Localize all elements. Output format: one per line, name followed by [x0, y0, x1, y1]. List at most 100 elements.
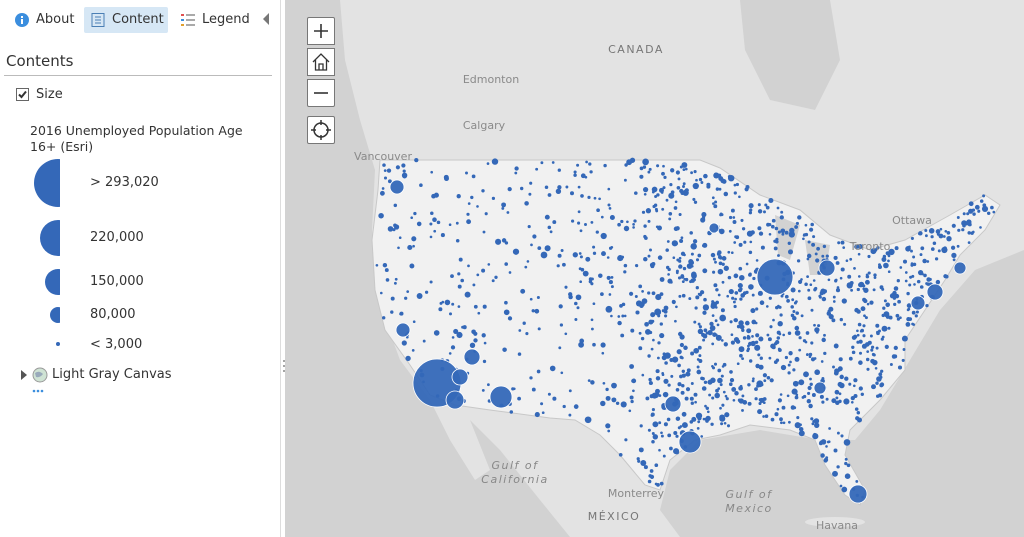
- county-dot[interactable]: [648, 377, 652, 382]
- county-dot[interactable]: [982, 203, 987, 208]
- county-dot[interactable]: [848, 356, 853, 361]
- county-dot[interactable]: [711, 196, 715, 200]
- county-dot[interactable]: [680, 390, 685, 395]
- county-dot[interactable]: [647, 291, 651, 295]
- county-dot[interactable]: [928, 228, 935, 234]
- county-dot[interactable]: [675, 434, 679, 438]
- county-dot[interactable]: [720, 422, 724, 426]
- map[interactable]: CANADA Edmonton Calgary Vancouver Ottawa…: [285, 0, 1024, 537]
- county-dot[interactable]: [904, 271, 908, 274]
- county-dot[interactable]: [758, 364, 764, 370]
- county-dot[interactable]: [694, 400, 697, 404]
- city-circle[interactable]: [395, 322, 411, 338]
- county-dot[interactable]: [952, 258, 956, 262]
- county-dot[interactable]: [647, 170, 651, 174]
- county-dot[interactable]: [605, 387, 609, 392]
- county-dot[interactable]: [821, 400, 825, 404]
- county-dot[interactable]: [821, 337, 826, 343]
- county-dot[interactable]: [909, 275, 913, 279]
- county-dot[interactable]: [681, 369, 685, 373]
- county-dot[interactable]: [681, 422, 688, 429]
- county-dot[interactable]: [840, 267, 845, 272]
- county-dot[interactable]: [872, 359, 878, 366]
- county-dot[interactable]: [412, 244, 415, 248]
- county-dot[interactable]: [790, 287, 796, 293]
- city-circle[interactable]: [678, 430, 702, 454]
- county-dot[interactable]: [796, 416, 800, 420]
- county-dot[interactable]: [394, 277, 398, 281]
- county-dot[interactable]: [728, 382, 733, 387]
- county-dot[interactable]: [568, 294, 573, 300]
- county-dot[interactable]: [562, 404, 566, 409]
- county-dot[interactable]: [764, 414, 769, 418]
- county-dot[interactable]: [610, 245, 614, 249]
- county-dot[interactable]: [789, 360, 792, 364]
- county-dot[interactable]: [477, 311, 481, 315]
- county-dot[interactable]: [648, 167, 652, 171]
- county-dot[interactable]: [577, 185, 581, 189]
- county-dot[interactable]: [732, 398, 736, 402]
- county-dot[interactable]: [784, 355, 789, 360]
- county-dot[interactable]: [979, 199, 984, 203]
- county-dot[interactable]: [787, 371, 791, 375]
- county-dot[interactable]: [899, 316, 902, 320]
- county-dot[interactable]: [713, 362, 718, 366]
- county-dot[interactable]: [648, 381, 653, 385]
- county-dot[interactable]: [720, 308, 725, 313]
- county-dot[interactable]: [582, 270, 589, 277]
- county-dot[interactable]: [755, 307, 759, 311]
- county-dot[interactable]: [410, 216, 414, 220]
- county-dot[interactable]: [794, 356, 800, 362]
- county-dot[interactable]: [813, 323, 816, 327]
- county-dot[interactable]: [387, 226, 394, 232]
- county-dot[interactable]: [601, 351, 605, 355]
- county-dot[interactable]: [709, 325, 716, 331]
- county-dot[interactable]: [675, 269, 679, 273]
- county-dot[interactable]: [784, 230, 789, 235]
- county-dot[interactable]: [416, 293, 423, 299]
- county-dot[interactable]: [642, 186, 649, 193]
- county-dot[interactable]: [747, 401, 752, 406]
- county-dot[interactable]: [592, 342, 596, 347]
- county-dot[interactable]: [549, 230, 553, 234]
- county-dot[interactable]: [529, 297, 533, 301]
- county-dot[interactable]: [424, 290, 429, 294]
- county-dot[interactable]: [728, 289, 734, 295]
- county-dot[interactable]: [839, 374, 844, 380]
- county-dot[interactable]: [943, 274, 948, 279]
- county-dot[interactable]: [507, 186, 512, 192]
- county-dot[interactable]: [807, 391, 811, 395]
- county-dot[interactable]: [743, 240, 747, 244]
- county-dot[interactable]: [675, 451, 679, 455]
- splitter-handle[interactable]: [282, 358, 286, 374]
- county-dot[interactable]: [652, 338, 655, 342]
- county-dot[interactable]: [790, 305, 794, 309]
- county-dot[interactable]: [487, 383, 490, 387]
- county-dot[interactable]: [906, 303, 912, 308]
- county-dot[interactable]: [690, 351, 695, 356]
- county-dot[interactable]: [730, 333, 734, 337]
- county-dot[interactable]: [844, 457, 848, 461]
- county-dot[interactable]: [422, 339, 426, 343]
- county-dot[interactable]: [874, 366, 878, 370]
- county-dot[interactable]: [918, 231, 923, 236]
- county-dot[interactable]: [698, 325, 702, 329]
- county-dot[interactable]: [576, 306, 580, 310]
- county-dot[interactable]: [405, 335, 409, 339]
- county-dot[interactable]: [737, 283, 743, 289]
- county-dot[interactable]: [656, 164, 660, 168]
- county-dot[interactable]: [682, 182, 686, 186]
- county-dot[interactable]: [942, 235, 946, 238]
- county-dot[interactable]: [690, 382, 694, 385]
- county-dot[interactable]: [729, 377, 735, 383]
- county-dot[interactable]: [570, 191, 574, 196]
- county-dot[interactable]: [697, 414, 701, 418]
- county-dot[interactable]: [638, 331, 642, 335]
- county-dot[interactable]: [780, 421, 783, 425]
- county-dot[interactable]: [744, 187, 749, 192]
- county-dot[interactable]: [763, 210, 766, 214]
- county-dot[interactable]: [620, 401, 627, 408]
- county-dot[interactable]: [882, 254, 887, 259]
- county-dot[interactable]: [517, 396, 521, 401]
- county-dot[interactable]: [578, 341, 584, 348]
